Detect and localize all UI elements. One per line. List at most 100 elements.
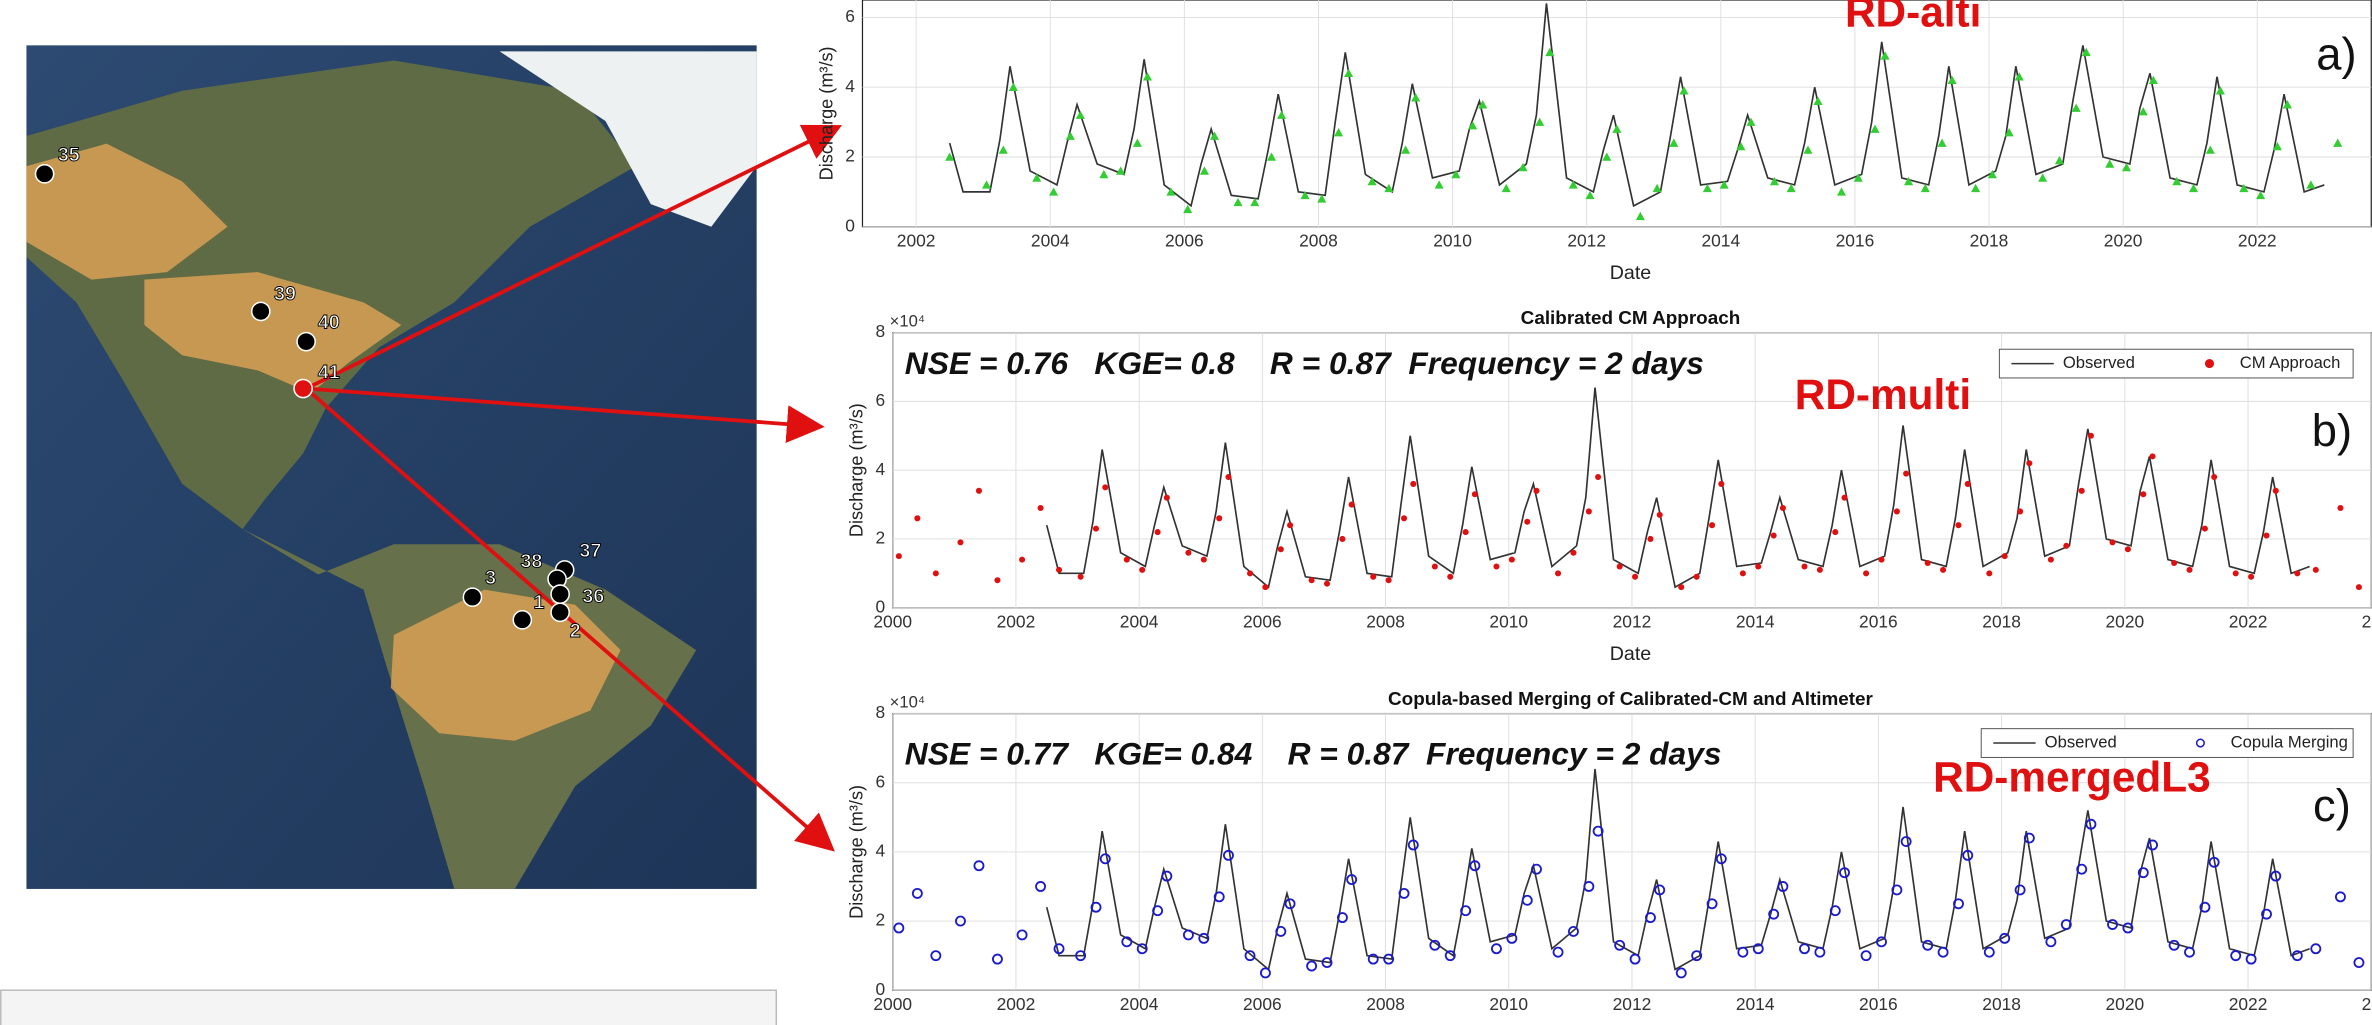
- chart: 2000200220042006200820102012201420162018…: [847, 689, 2372, 1014]
- estimate-marker: [2150, 453, 2156, 459]
- estimate-marker: [1124, 557, 1130, 563]
- map: [26, 45, 756, 889]
- estimate-marker: [2017, 508, 2023, 514]
- estimate-marker: [1078, 574, 1084, 580]
- estimate-marker: [976, 488, 982, 494]
- estimate-marker: [1472, 491, 1478, 497]
- estimate-marker: [1339, 536, 1345, 542]
- site-label: 35: [58, 144, 80, 166]
- y-axis-label: Discharge (m³/s): [847, 785, 867, 919]
- estimate-marker: [1986, 570, 1992, 576]
- estimate-marker: [1287, 522, 1293, 528]
- x-tick-label: 2002: [997, 611, 1036, 631]
- legend-label: Observed: [2063, 353, 2135, 372]
- estimate-marker: [1955, 522, 1961, 528]
- x-tick-label: 20: [2362, 611, 2372, 631]
- y-tick-label: 6: [845, 6, 855, 26]
- y-tick-label: 2: [875, 528, 885, 548]
- estimate-marker: [1709, 522, 1715, 528]
- x-tick-label: 20: [2362, 994, 2372, 1014]
- x-tick-label: 2018: [1982, 994, 2021, 1014]
- page: { "map": {"sites": [{"label": "35"}, {"l…: [0, 0, 2372, 1025]
- site-marker: [294, 379, 312, 397]
- estimate-marker: [2140, 491, 2146, 497]
- estimate-marker: [1678, 584, 1684, 590]
- x-tick-label: 2010: [1489, 994, 1528, 1014]
- estimate-marker: [1780, 505, 1786, 511]
- site-marker: [463, 588, 481, 606]
- estimate-marker: [2337, 505, 2343, 511]
- site-marker: [36, 165, 54, 183]
- y-tick-label: 2: [875, 910, 885, 930]
- site-marker: [551, 603, 569, 621]
- estimate-marker: [994, 577, 1000, 583]
- y-axis-label: Discharge (m³/s): [847, 403, 867, 537]
- site-marker: [297, 333, 315, 351]
- figure: 3539404137383361220022004200620082010201…: [0, 0, 2372, 1025]
- site-label: 37: [579, 540, 601, 562]
- estimate-marker: [1225, 474, 1231, 480]
- estimate-marker: [914, 515, 920, 521]
- site-label: 39: [274, 283, 296, 305]
- estimate-marker: [1570, 550, 1576, 556]
- product-label: RD-alti: [1845, 0, 1981, 35]
- x-tick-label: 2012: [1567, 230, 1606, 250]
- estimate-marker: [1410, 481, 1416, 487]
- estimate-marker: [2002, 553, 2008, 559]
- estimate-marker: [1586, 508, 1592, 514]
- chart-title: Copula-based Merging of Calibrated-CM an…: [1388, 689, 1873, 710]
- chart: 2002200420062008201020122014201620182020…: [817, 0, 2372, 284]
- site-label: 40: [318, 312, 340, 334]
- y-tick-label: 6: [875, 390, 885, 410]
- estimate-marker: [1185, 550, 1191, 556]
- y-axis-label: Discharge (m³/s): [817, 46, 837, 180]
- site-label: 36: [582, 585, 604, 607]
- estimate-marker: [957, 539, 963, 545]
- chart-title: Calibrated CM Approach: [1521, 308, 1741, 329]
- estimate-marker: [1657, 512, 1663, 518]
- estimate-marker: [933, 570, 939, 576]
- estimate-marker: [1102, 484, 1108, 490]
- estimate-marker: [1370, 574, 1376, 580]
- site-marker: [551, 585, 569, 603]
- estimate-marker: [1965, 481, 1971, 487]
- estimate-marker: [1718, 481, 1724, 487]
- estimate-marker: [2248, 574, 2254, 580]
- estimate-marker: [1940, 567, 1946, 573]
- x-tick-label: 2018: [1970, 230, 2009, 250]
- y-tick-label: 0: [875, 979, 885, 999]
- estimate-marker: [1617, 563, 1623, 569]
- y-tick-label: 8: [875, 702, 885, 722]
- site-label: 41: [318, 362, 340, 384]
- y-tick-label: 4: [845, 76, 855, 96]
- x-axis-label: Date: [1610, 643, 1652, 665]
- estimate-marker: [1878, 557, 1884, 563]
- estimate-marker: [1164, 495, 1170, 501]
- x-axis-label: Date: [1610, 262, 1652, 284]
- x-tick-label: 2016: [1859, 994, 1898, 1014]
- stats-annotation: NSE = 0.77 KGE= 0.84 R = 0.87 Frequency …: [905, 735, 1722, 771]
- y-tick-label: 4: [875, 459, 885, 479]
- site-label: 2: [570, 620, 581, 642]
- y-tick-label: 0: [845, 215, 855, 235]
- estimate-marker: [2088, 433, 2094, 439]
- product-label: RD-mergedL3: [1933, 753, 2211, 800]
- x-tick-label: 2010: [1489, 611, 1528, 631]
- x-tick-label: 2006: [1243, 611, 1282, 631]
- x-tick-label: 2008: [1366, 611, 1405, 631]
- estimate-marker: [2125, 546, 2131, 552]
- y-tick-label: 4: [875, 840, 885, 860]
- estimate-marker: [1595, 474, 1601, 480]
- estimate-marker: [2273, 488, 2279, 494]
- estimate-marker: [2211, 474, 2217, 480]
- estimate-marker: [1324, 581, 1330, 587]
- estimate-marker: [1278, 546, 1284, 552]
- y-tick-label: 2: [845, 146, 855, 166]
- estimate-marker: [2313, 567, 2319, 573]
- estimate-marker: [1555, 570, 1561, 576]
- x-tick-label: 2002: [897, 230, 936, 250]
- estimate-marker: [1201, 557, 1207, 563]
- site-marker: [513, 611, 531, 629]
- estimate-marker: [1771, 532, 1777, 538]
- estimate-marker: [1386, 577, 1392, 583]
